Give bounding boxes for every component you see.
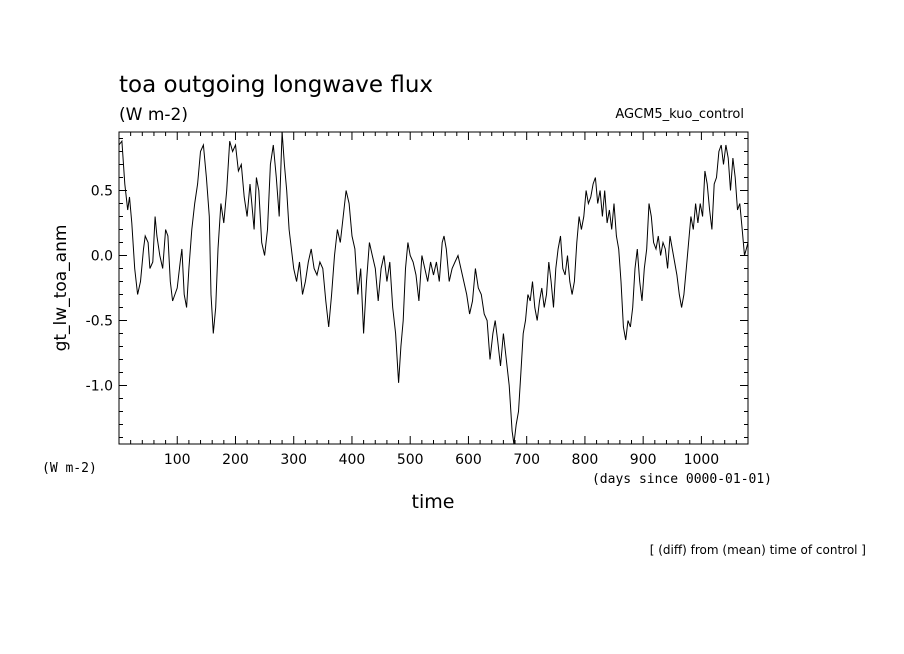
x-tick-label: 800	[572, 452, 599, 468]
plot-frame	[118, 131, 749, 445]
series-line	[118, 131, 749, 445]
y-tick-label: -1.0	[86, 379, 113, 395]
y-axis-label: gt_lw_toa_anm	[51, 225, 71, 352]
footnote-label: [ (diff) from (mean) time of control ]	[650, 543, 866, 557]
x-tick-label: 600	[455, 452, 482, 468]
y-tick-label: 0.0	[91, 249, 113, 265]
x-tick-label: 100	[164, 452, 191, 468]
x-tick-label: 500	[397, 452, 424, 468]
y-tick-label: 0.5	[91, 184, 113, 200]
title-units-label: (W m-2)	[119, 105, 188, 125]
y-units-label: (W m-2)	[42, 461, 97, 476]
x-tick-label: 1000	[684, 452, 720, 468]
y-tick-label: -0.5	[86, 314, 113, 330]
tick-marks	[119, 132, 748, 444]
x-tick-labels: 100 200 300 400 500 600 700 800 900 1000	[164, 452, 719, 468]
y-tick-labels: 0.5 0.0 -0.5 -1.0	[86, 184, 113, 395]
x-tick-label: 400	[339, 452, 366, 468]
x-tick-label: 300	[280, 452, 307, 468]
experiment-label: AGCM5_kuo_control	[615, 107, 744, 122]
x-tick-label: 700	[513, 452, 540, 468]
x-tick-label: 900	[630, 452, 657, 468]
x-axis-label: time	[412, 491, 455, 513]
chart-title: toa outgoing longwave flux	[119, 72, 433, 98]
x-units-label: (days since 0000-01-01)	[592, 472, 772, 487]
x-tick-label: 200	[222, 452, 249, 468]
